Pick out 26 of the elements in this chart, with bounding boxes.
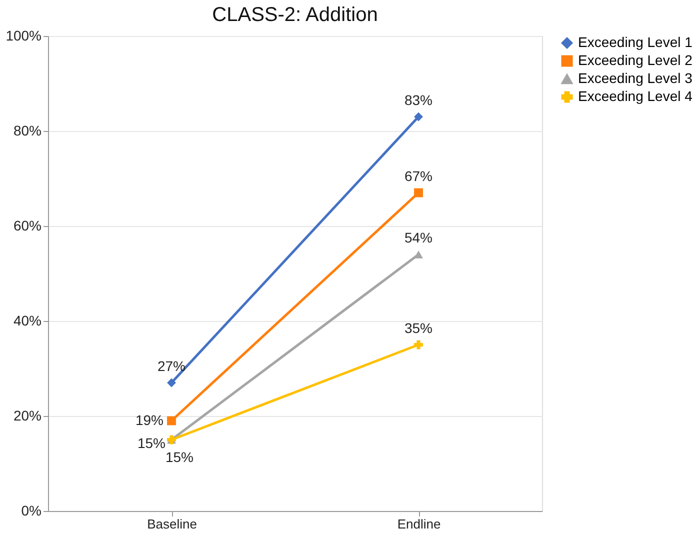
legend-label: Exceeding Level 1 [578,34,693,50]
y-tick-label: 20% [13,408,42,424]
data-label: 83% [404,92,433,108]
legend-label: Exceeding Level 3 [578,70,693,86]
y-tick-label: 100% [6,28,42,44]
point [414,112,423,122]
data-label: 19% [135,412,164,428]
x-tick-label: Endline [397,516,441,532]
legend-label: Exceeding Level 2 [578,52,693,68]
x-tick-label: Baseline [147,516,197,532]
point [414,188,423,198]
y-tick-label: 60% [13,218,42,234]
point [167,416,176,426]
legend-label: Exceeding Level 4 [578,88,693,104]
y-tick-label: 0% [21,502,42,518]
data-label: 15% [165,448,194,465]
point [414,340,423,350]
chart-title: CLASS-2: Addition [212,4,378,26]
point [167,378,176,388]
data-label: 35% [404,320,433,336]
data-label: 54% [404,230,433,246]
data-label: 27% [157,358,186,374]
data-label: 15% [137,434,166,451]
y-tick-label: 40% [13,312,42,328]
y-tick-label: 80% [13,122,42,138]
data-label: 67% [404,168,433,184]
